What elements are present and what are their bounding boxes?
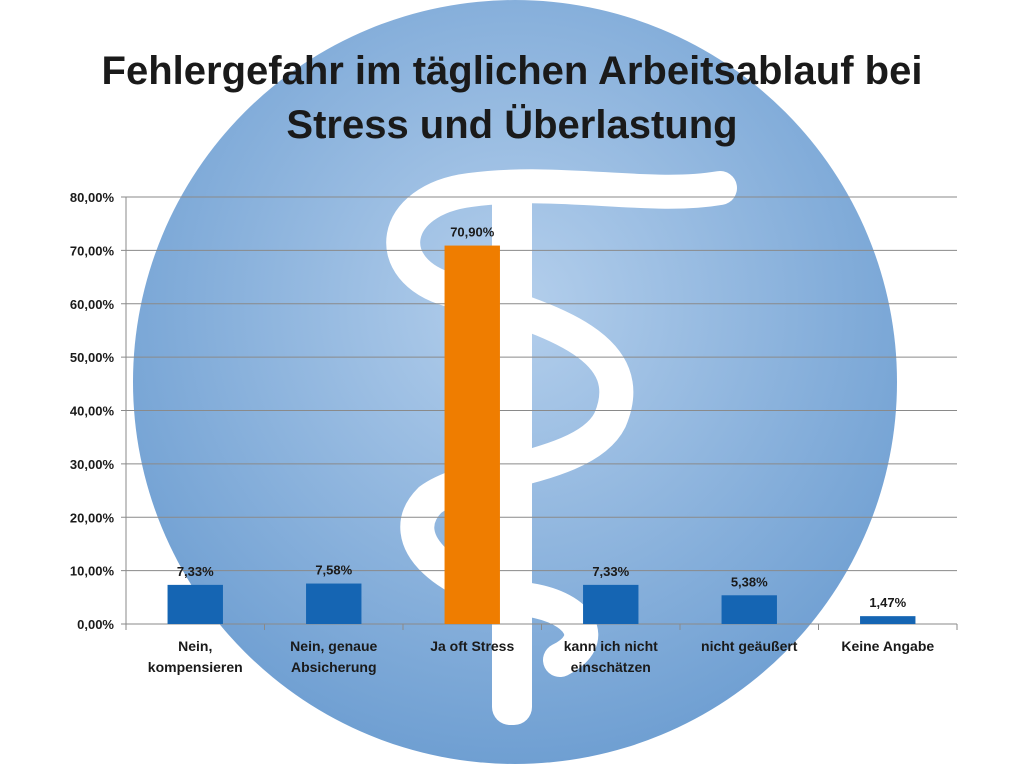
data-label: 7,33% — [592, 564, 629, 579]
y-tick-label: 40,00% — [70, 404, 115, 419]
bar — [583, 584, 639, 624]
chart-title-line-2: Stress und Überlastung — [286, 103, 738, 147]
data-label: 5,38% — [731, 574, 768, 589]
y-tick-label: 30,00% — [70, 457, 115, 472]
data-label: 7,33% — [177, 564, 214, 579]
data-label: 70,90% — [450, 225, 495, 240]
x-tick-label: Nein, — [178, 638, 212, 654]
chart-title-line-1: Fehlergefahr im täglichen Arbeitsablauf … — [101, 49, 923, 93]
y-tick-label: 70,00% — [70, 243, 115, 258]
bar — [444, 245, 500, 625]
y-tick-label: 60,00% — [70, 297, 115, 312]
x-tick-label: kompensieren — [148, 659, 243, 675]
data-label: 7,58% — [315, 563, 352, 578]
bar — [721, 595, 777, 624]
y-tick-label: 80,00% — [70, 190, 115, 205]
y-tick-label: 20,00% — [70, 510, 115, 525]
x-tick-label: Nein, genaue — [290, 638, 377, 654]
bar — [306, 583, 362, 624]
x-tick-label: Absicherung — [291, 659, 377, 675]
data-label: 1,47% — [869, 595, 906, 610]
x-tick-label: Ja oft Stress — [430, 638, 514, 654]
bar — [860, 616, 916, 624]
y-tick-label: 0,00% — [77, 617, 114, 632]
x-tick-label: kann ich nicht — [564, 638, 658, 654]
x-tick-label: nicht geäußert — [701, 638, 798, 654]
chart-title: Fehlergefahr im täglichen Arbeitsablauf … — [60, 44, 964, 152]
y-tick-label: 50,00% — [70, 350, 115, 365]
x-tick-label: einschätzen — [571, 659, 651, 675]
y-tick-label: 10,00% — [70, 564, 115, 579]
bar — [167, 584, 223, 624]
x-tick-label: Keine Angabe — [841, 638, 934, 654]
